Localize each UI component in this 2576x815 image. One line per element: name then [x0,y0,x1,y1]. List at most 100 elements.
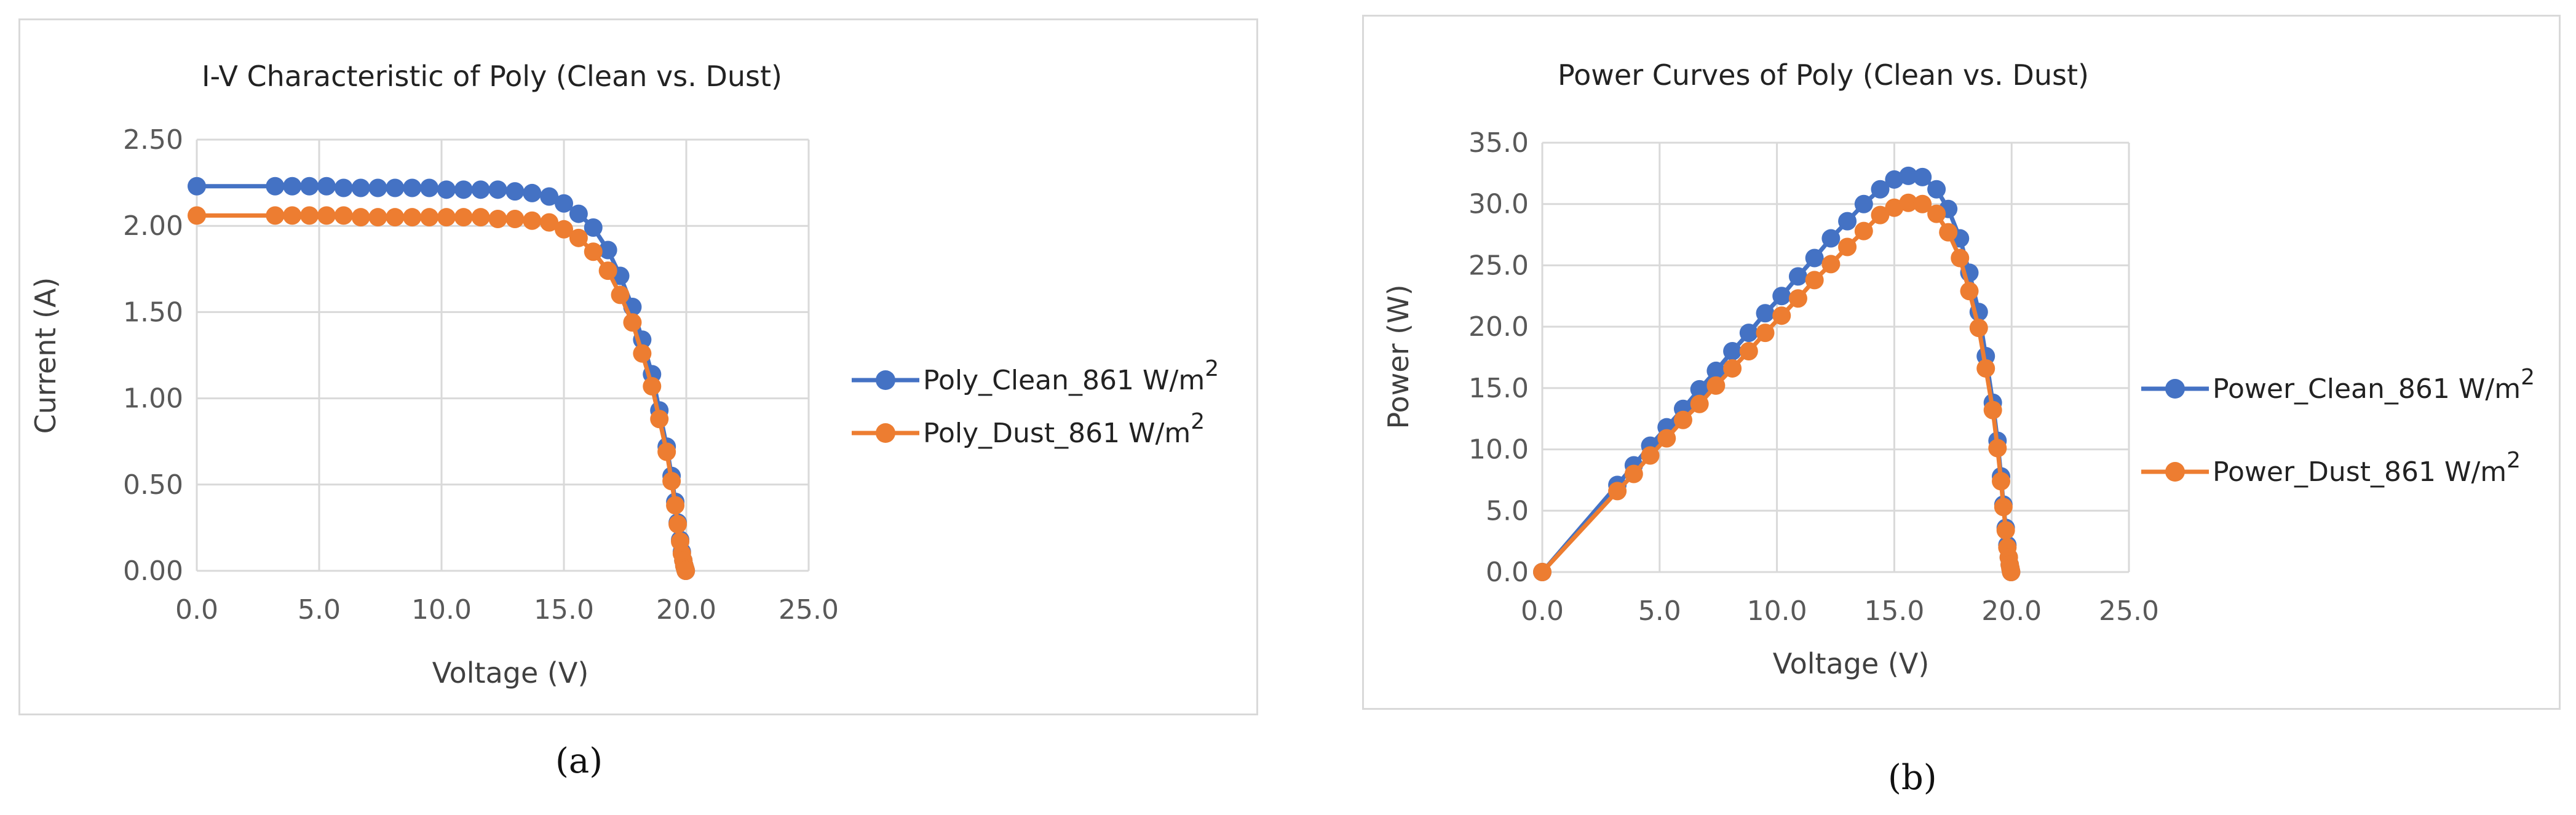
data-point [1996,521,2015,540]
data-point [540,213,559,232]
chart-title: Power Curves of Poly (Clean vs. Dust) [1558,58,2089,92]
data-point [657,442,676,461]
data-point [471,208,490,227]
data-point [1690,380,1709,399]
y-tick-label: 0.0 [1486,557,1529,588]
data-point [1788,267,1807,286]
data-point [1899,193,1918,212]
legend-superscript: 2 [1205,356,1219,381]
data-point [1805,271,1824,290]
data-point [334,178,353,197]
data-point [1821,255,1841,274]
data-point [1772,287,1791,306]
data-point [300,206,319,225]
data-point [283,206,302,225]
data-point [1885,170,1904,189]
x-tick-label: 25.0 [2099,595,2159,627]
data-point [584,242,603,261]
data-point [1821,229,1841,248]
y-tick-label: 20.0 [1468,311,1529,343]
data-point [676,562,696,580]
data-point [266,206,285,225]
legend-label: Power_Dust_861 W/m2 [2213,448,2521,488]
y-tick-label: 10.0 [1468,434,1529,466]
chart-panel-a [18,18,1258,715]
data-point [569,204,588,223]
data-point [437,180,456,199]
data-point [650,410,669,429]
data-point [555,194,573,213]
data-point [523,211,542,230]
data-point [633,344,652,363]
data-point [1805,248,1824,268]
x-tick-label: 20.0 [656,594,716,626]
legend-marker [2165,462,2185,482]
data-point [188,177,206,196]
chart-panel-b [1362,15,2561,710]
chart-title: I-V Characteristic of Poly (Clean vs. Du… [202,60,782,93]
data-point [1838,237,1857,256]
data-point [283,177,302,196]
data-point [1608,482,1627,501]
data-point [1913,194,1932,213]
data-point [1706,361,1726,380]
data-point [1969,319,1988,338]
data-point [437,208,456,227]
data-point [1976,359,1995,378]
legend-marker [2165,379,2185,399]
data-point [668,515,688,534]
data-point [386,178,405,197]
data-point [351,208,370,227]
x-tick-label: 10.0 [1747,595,1807,627]
data-point [1871,180,1890,199]
caption-a: (a) [555,741,603,781]
y-tick-label: 2.00 [123,210,183,242]
data-point [1951,248,1970,268]
x-tick-label: 15.0 [534,594,594,626]
data-point [540,187,559,206]
data-point [334,206,353,225]
data-point [368,178,387,197]
x-tick-label: 5.0 [298,594,341,626]
data-point [598,241,617,260]
legend-superscript: 2 [1191,409,1205,434]
data-point [623,313,642,332]
y-axis-label: Current (A) [29,277,62,434]
data-point [1988,439,2007,458]
y-tick-label: 0.50 [123,469,183,501]
data-point [1657,429,1676,448]
data-point [488,180,507,199]
data-point [611,285,630,304]
data-point [1885,198,1904,217]
data-point [1739,324,1758,343]
data-point [1723,359,1742,378]
y-tick-label: 15.0 [1468,373,1529,404]
x-tick-label: 0.0 [1521,595,1564,627]
data-point [454,180,473,199]
data-point [454,208,473,227]
data-point [1772,306,1791,325]
data-point [403,178,422,197]
data-point [317,206,336,225]
data-point [471,180,490,199]
legend-superscript: 2 [2507,448,2521,473]
chart-b: 0.0 5.0 10.0 15.0 20.0 25.0 0.0 5.0 10.0 15.0 20.0… [1382,58,2535,680]
data-point [420,178,439,197]
y-tick-label: 5.0 [1486,495,1529,527]
x-axis-label: Voltage (V) [1773,647,1930,680]
series-1 [188,206,696,580]
y-tick-label: 2.50 [123,124,183,156]
data-point [1723,342,1742,361]
data-point [1838,212,1857,231]
chart-a: 0.0 5.0 10.0 15.0 20.0 25.0 0.00 0.50 1.00 1.50 2.… [29,60,1219,690]
data-point [1871,205,1890,225]
data-point [1899,166,1918,185]
data-point [1706,376,1726,395]
x-tick-label: 20.0 [1981,595,2042,627]
data-point [1983,400,2002,419]
data-point [569,228,588,247]
y-tick-label: 1.00 [123,383,183,415]
y-axis-label: Power (W) [1382,284,1415,429]
data-point [643,376,662,396]
